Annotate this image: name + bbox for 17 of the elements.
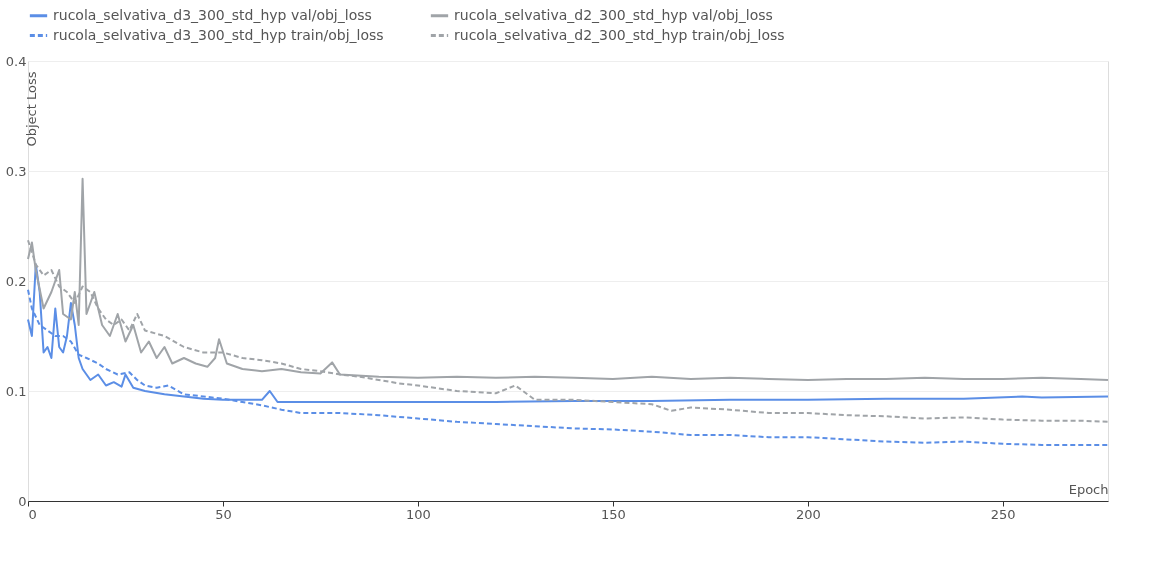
y-tick-label: 0.3 bbox=[5, 163, 27, 179]
legend-label: rucola_selvativa_d3_300_std_hyp val/obj_loss bbox=[53, 6, 372, 23]
y-tick-label: 0.2 bbox=[5, 273, 27, 289]
y-tick-label: 0 bbox=[18, 493, 27, 509]
x-tick-label: 150 bbox=[600, 506, 626, 522]
x-tick-label: 0 bbox=[28, 506, 37, 522]
legend-label: rucola_selvativa_d2_300_std_hyp train/obj_loss bbox=[454, 26, 785, 43]
legend-label: rucola_selvativa_d2_300_std_hyp val/obj_loss bbox=[454, 6, 773, 23]
x-axis-title: Epoch bbox=[1068, 481, 1109, 497]
y-tick-label: 0.1 bbox=[5, 383, 27, 399]
x-tick-label: 50 bbox=[215, 506, 232, 522]
x-tick-label: 100 bbox=[405, 506, 431, 522]
y-tick-label: 0.4 bbox=[5, 53, 27, 69]
legend-label: rucola_selvativa_d3_300_std_hyp train/obj_loss bbox=[53, 26, 384, 43]
y-axis-title: Object Loss bbox=[23, 71, 39, 147]
x-tick-label: 200 bbox=[795, 506, 821, 522]
x-tick-label: 250 bbox=[990, 506, 1016, 522]
